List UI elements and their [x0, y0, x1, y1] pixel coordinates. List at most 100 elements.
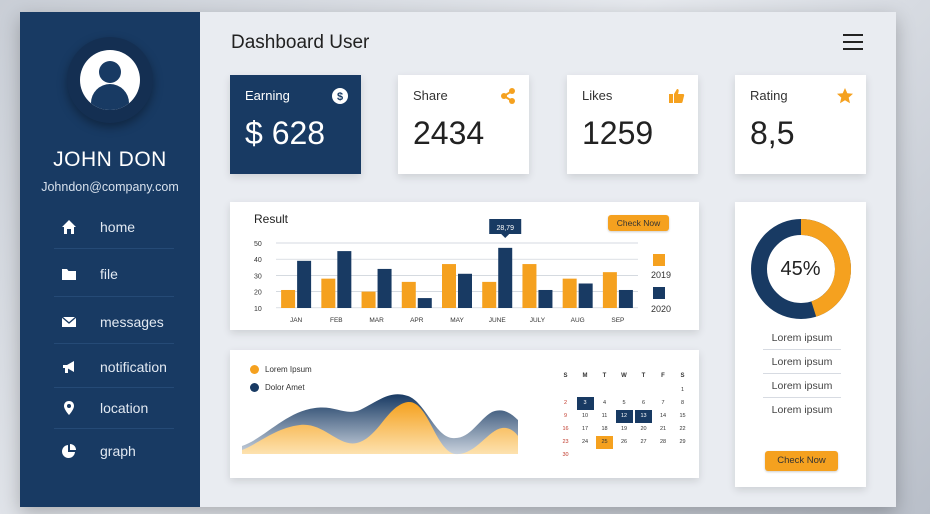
sidebar-item-label: graph [100, 443, 136, 459]
stat-value: 1259 [582, 115, 654, 151]
stat-label: Likes [582, 88, 613, 103]
calendar-day[interactable]: 7 [661, 400, 665, 406]
legend-swatch-2019 [653, 254, 665, 266]
calendar-day[interactable]: 30 [562, 452, 569, 458]
bar-2020-JULY [538, 289, 553, 308]
calendar-day[interactable]: 9 [563, 413, 568, 419]
y-tick-label: 20 [254, 290, 262, 297]
calendar-day[interactable]: 14 [659, 413, 667, 419]
y-tick-label: 10 [254, 306, 262, 313]
bar-2020-MAR [377, 268, 392, 308]
bar-2019-JULY [522, 264, 537, 308]
stat-card-earning[interactable]: Earning $ 628 $ [230, 75, 361, 174]
pie-chart-icon [62, 444, 76, 458]
bar-2019-FEB [321, 278, 336, 308]
calendar-day[interactable]: 28 [659, 439, 667, 445]
x-tick-label: APR [410, 317, 424, 324]
calendar-weekday: S [563, 373, 568, 379]
calendar-day[interactable]: 6 [641, 400, 646, 406]
calendar-weekday: S [680, 373, 685, 379]
legend-dot-lorem [250, 365, 259, 374]
check-now-button[interactable]: Check Now [765, 451, 838, 471]
calendar-day[interactable]: 20 [640, 426, 647, 432]
bar-2020-SEP [618, 289, 633, 308]
sidebar-item-home[interactable]: home [20, 209, 200, 245]
y-tick-label: 50 [254, 241, 262, 248]
calendar-day[interactable]: 27 [640, 439, 647, 445]
svg-text:$: $ [337, 91, 343, 103]
list-item: Lorem ipsum [771, 404, 833, 416]
bar-2020-APR [417, 298, 432, 308]
bar-2020-FEB [337, 251, 352, 308]
calendar-day[interactable]: 5 [622, 400, 626, 406]
calendar-day[interactable]: 16 [562, 426, 569, 432]
list-item: Lorem ipsum [763, 350, 841, 374]
calendar-day[interactable]: 17 [581, 426, 589, 432]
sidebar-item-file[interactable]: file [20, 256, 200, 292]
calendar-day[interactable]: 22 [679, 426, 686, 432]
avatar[interactable] [67, 37, 153, 123]
calendar-day[interactable]: 15 [679, 413, 686, 419]
bar-2019-SEP [602, 272, 617, 308]
calendar-day[interactable]: 3 [576, 397, 594, 410]
home-icon [62, 220, 76, 234]
sidebar-item-label: location [100, 400, 149, 416]
sidebar: JOHN DON Johndon@company.com home file m… [20, 12, 200, 507]
envelope-icon [61, 316, 77, 327]
chart-title: Result [254, 212, 289, 226]
stat-card-share[interactable]: Share 2434 [398, 75, 529, 174]
calendar-day[interactable]: 8 [680, 400, 685, 406]
stat-value: $ 628 [245, 115, 326, 151]
list-item: Lorem ipsum [763, 326, 841, 350]
calendar-day[interactable]: 10 [581, 413, 589, 419]
calendar-day[interactable]: 29 [679, 439, 686, 445]
check-now-button[interactable]: Check Now [608, 215, 669, 231]
map-pin-icon [64, 401, 74, 415]
sidebar-item-location[interactable]: location [20, 390, 200, 426]
divider [54, 387, 174, 388]
donut-percent-label: 45% [780, 258, 821, 280]
megaphone-icon [63, 361, 74, 373]
star-icon [837, 88, 853, 104]
calendar-day[interactable]: 4 [602, 400, 607, 406]
list-item: Lorem ipsum [763, 374, 841, 398]
stat-value: 8,5 [750, 115, 795, 151]
calendar-day[interactable]: 18 [601, 426, 608, 432]
sidebar-item-label: home [100, 219, 136, 235]
tooltip-arrow [501, 234, 510, 238]
stat-card-likes[interactable]: Likes 1259 [567, 75, 698, 174]
x-tick-label: MAY [450, 317, 464, 324]
divider [54, 428, 174, 429]
calendar-day[interactable]: 1 [680, 387, 685, 393]
thumbs-up-icon [669, 89, 685, 103]
x-tick-label: SEP [611, 317, 624, 324]
calendar-weekday: T [602, 373, 607, 379]
stat-label: Rating [750, 88, 788, 103]
calendar-day[interactable]: 2 [563, 400, 568, 406]
user-avatar-icon [80, 50, 140, 110]
legend-label-2019: 2019 [651, 270, 672, 280]
calendar-day[interactable]: 23 [562, 439, 569, 445]
x-tick-label: MAR [369, 317, 384, 324]
calendar-day[interactable]: 21 [659, 426, 667, 432]
user-name: JOHN DON [53, 148, 167, 171]
calendar-day[interactable]: 25 [596, 436, 613, 449]
tooltip-box [489, 219, 522, 234]
divider [54, 296, 174, 297]
stat-card-rating[interactable]: Rating 8,5 [735, 75, 866, 174]
sidebar-item-notification[interactable]: notification [20, 349, 200, 385]
calendar-day[interactable]: 12 [615, 410, 633, 423]
x-tick-label: AUG [571, 317, 585, 324]
sidebar-item-graph[interactable]: graph [20, 433, 200, 469]
hamburger-menu-icon[interactable] [843, 34, 863, 52]
calendar-day[interactable]: 26 [620, 439, 628, 445]
calendar-day[interactable]: 24 [581, 439, 589, 445]
calendar-day[interactable]: 19 [620, 426, 628, 432]
sidebar-item-label: file [100, 266, 118, 282]
sidebar-item-messages[interactable]: messages [20, 304, 200, 340]
legend-label: Dolor Amet [265, 383, 305, 392]
calendar-day[interactable]: 11 [601, 413, 608, 419]
calendar-day[interactable]: 13 [635, 410, 652, 423]
legend-label-2020: 2020 [651, 304, 672, 314]
divider [54, 343, 174, 344]
